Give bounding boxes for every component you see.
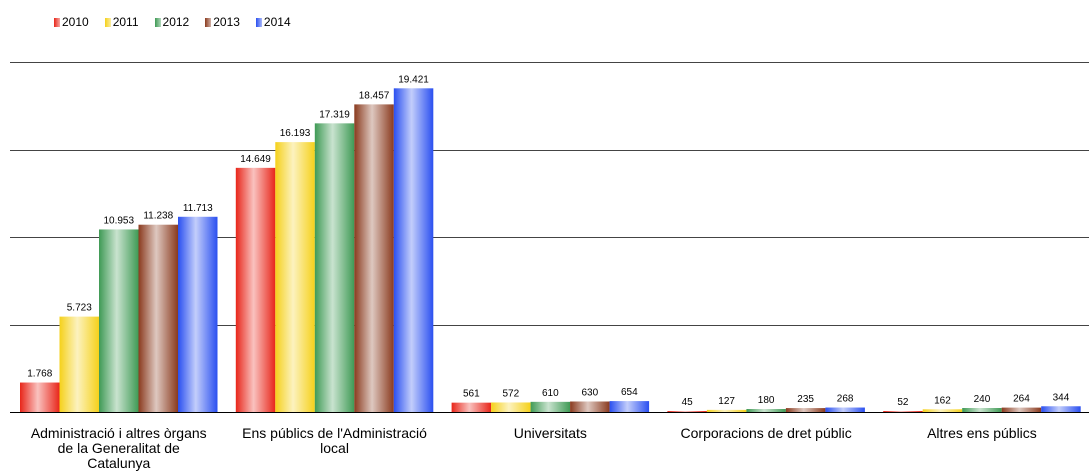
data-label: 630: [582, 388, 599, 399]
bar-2012-2: [530, 401, 571, 412]
legend-item-2011: 2011: [104, 15, 139, 29]
bar-2013-2: [570, 401, 610, 412]
data-label: 561: [463, 389, 480, 400]
category-label: de la Generalitat de: [58, 440, 180, 456]
bar-2014-3: [825, 407, 865, 412]
legend-item-2014: 2014: [255, 15, 291, 29]
category-label: Universitats: [514, 425, 587, 441]
data-label: 610: [542, 388, 559, 399]
bar-2010-4: [883, 411, 923, 412]
bar-2011-0: [59, 316, 99, 412]
legend-item-2013: 2013: [205, 15, 240, 29]
bar-2011-1: [275, 142, 315, 412]
legend-item-2012: 2012: [154, 15, 190, 29]
data-label: 162: [934, 395, 951, 406]
bar-2010-2: [451, 402, 492, 412]
legend-swatch: [205, 17, 212, 27]
bar-2013-0: [138, 224, 178, 412]
data-label: 5.723: [67, 303, 92, 314]
bar-2014-4: [1041, 406, 1081, 412]
category-label: Altres ens públics: [927, 425, 1037, 441]
category-label: local: [320, 440, 349, 456]
bars: [20, 88, 1081, 413]
data-label: 10.953: [103, 215, 134, 226]
data-label: 268: [837, 394, 854, 405]
legend-label: 2013: [213, 15, 240, 29]
bar-2012-1: [314, 123, 355, 412]
bar-2014-0: [178, 216, 218, 412]
data-label: 127: [718, 396, 735, 407]
data-labels: 1.768 5.723 10.953 11.238 11.713 14.649 16.193…: [27, 74, 1069, 408]
data-label: 654: [621, 387, 638, 398]
bar-2014-1: [393, 88, 434, 413]
data-label: 240: [974, 394, 991, 405]
data-label: 572: [503, 388, 520, 399]
data-label: 19.421: [398, 74, 429, 85]
data-label: 344: [1053, 392, 1070, 403]
data-label: 18.457: [359, 90, 390, 101]
bar-2012-4: [962, 408, 1002, 412]
category-label: Corporacions de dret públic: [681, 425, 852, 441]
bar-2012-0: [99, 229, 139, 412]
category-label: Administració i altres òrgans: [31, 425, 207, 441]
data-label: 52: [897, 397, 909, 408]
data-label: 17.319: [319, 109, 350, 120]
data-label: 11.238: [143, 211, 173, 222]
legend-label: 2012: [162, 15, 190, 29]
bar-2011-4: [922, 409, 963, 412]
category-label: Ens públics de l'Administració: [242, 425, 427, 441]
data-label: 14.649: [240, 154, 271, 165]
data-label: 45: [682, 397, 694, 408]
legend-label: 2011: [112, 15, 139, 29]
legend-swatch: [104, 17, 111, 27]
bar-2010-3: [667, 411, 707, 412]
data-label: 264: [1013, 394, 1030, 405]
data-label: 11.713: [183, 203, 213, 214]
bar-2010-1: [235, 167, 276, 412]
category-label: Catalunya: [87, 455, 150, 471]
bar-2013-3: [785, 408, 826, 412]
data-label: 180: [758, 395, 775, 406]
legend-label: 2010: [62, 15, 89, 29]
bar-2012-3: [746, 409, 786, 412]
chart-legend: 2010 2011 2012 2013 2014: [54, 15, 291, 29]
data-label: 1.768: [27, 369, 52, 380]
bar-2011-2: [491, 402, 531, 412]
legend-swatch: [255, 17, 262, 27]
data-label: 16.193: [280, 128, 311, 139]
legend-label: 2014: [263, 15, 291, 29]
bar-2010-0: [20, 382, 60, 412]
legend-swatch: [54, 17, 60, 27]
bar-2013-1: [354, 104, 394, 412]
bar-2011-3: [706, 409, 747, 412]
data-label: 235: [797, 394, 814, 405]
bar-2014-2: [609, 401, 650, 412]
legend-swatch: [154, 17, 161, 27]
bar-2013-4: [1001, 407, 1042, 412]
legend-item-2010: 2010: [54, 15, 89, 29]
